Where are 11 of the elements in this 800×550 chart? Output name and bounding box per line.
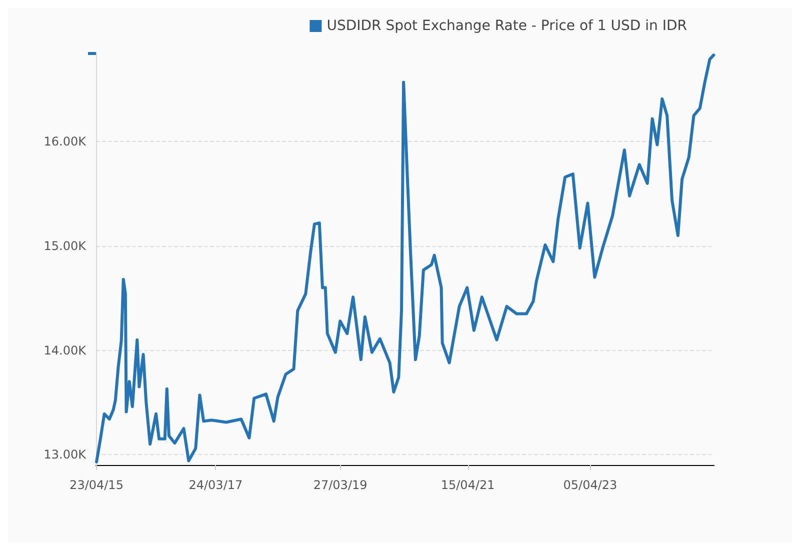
x-tick-label: 15/04/21 [440,478,495,492]
x-tick-label: 23/04/15 [70,478,124,492]
line-series [95,54,716,464]
y-tick-label: 14.00K [44,343,88,358]
x-tick-label: 05/04/23 [563,478,618,492]
x-tick-label: 24/03/17 [188,478,243,492]
y-tick-label: 15.00K [44,238,88,253]
y-tick-label: 16.00K [44,134,88,149]
legend-label: USDIDR Spot Exchange Rate - Price of 1 USD in IDR [326,18,688,34]
x-tick-label: 27/03/19 [313,478,368,492]
y-tick-label: 13.00K [44,448,88,462]
